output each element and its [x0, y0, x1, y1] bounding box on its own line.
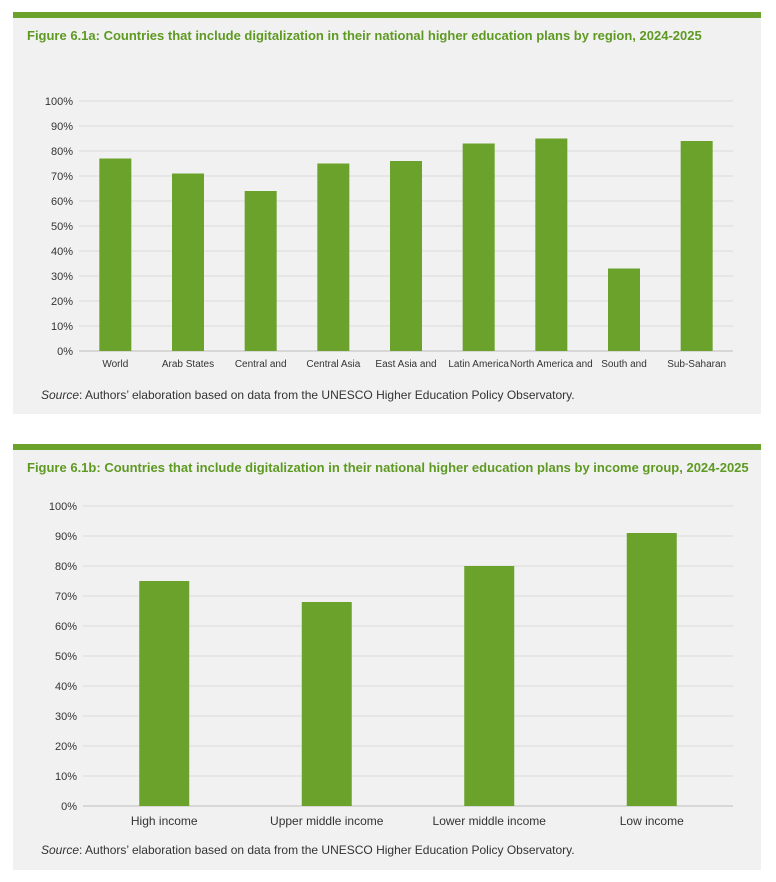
x-tick-label: World	[102, 359, 128, 368]
x-tick-label: East Asia andthe Pacific	[375, 359, 436, 368]
bar	[680, 141, 713, 351]
y-tick-label: 20%	[51, 296, 73, 308]
bar	[626, 533, 677, 806]
y-tick-label: 10%	[51, 321, 73, 333]
bar	[244, 191, 277, 351]
y-tick-label: 80%	[55, 561, 77, 573]
bar	[390, 161, 422, 351]
source-note-a: Source: Authors’ elaboration based on da…	[41, 388, 575, 402]
bar	[462, 143, 495, 351]
x-tick-label-line: High income	[131, 814, 198, 828]
x-tick-label-line: Central Asia	[306, 359, 360, 368]
y-tick-label: 100%	[49, 501, 77, 513]
y-tick-label: 80%	[51, 146, 73, 158]
bar	[172, 173, 204, 351]
x-tick-label-line: Arab States	[162, 359, 214, 368]
chart-title-text: Countries that include digitalization in…	[104, 460, 749, 475]
y-tick-label: 0%	[57, 346, 73, 358]
y-tick-label: 90%	[51, 121, 73, 133]
bar	[139, 581, 190, 806]
x-tick-label-line: South and	[601, 359, 647, 368]
x-tick-label-line: East Asia and	[375, 359, 436, 368]
x-tick-label: Arab States	[162, 359, 214, 368]
y-tick-label: 30%	[55, 711, 77, 723]
x-tick-label-line: Low income	[620, 814, 684, 828]
source-text: : Authors’ elaboration based on data fro…	[79, 388, 575, 402]
chart-title-text: Countries that include digitalization in…	[103, 28, 702, 43]
chart-title-number: Figure 6.1a:	[27, 28, 100, 43]
x-tick-label: Central andEastern Europe	[226, 359, 296, 368]
x-tick-label: Low income	[620, 814, 684, 828]
bar-chart-region: 0% 10% 20% 30% 40% 50% 60% 70% 80% 90% 100% World Ar…	[45, 96, 733, 368]
figure-panel-b: Figure 6.1b: Countries that include digi…	[13, 444, 761, 870]
x-tick-label-line: Latin America	[448, 359, 509, 368]
x-tick-label: Sub-SaharanAfrica	[667, 359, 726, 368]
bar	[301, 602, 352, 806]
chart-title-a: Figure 6.1a: Countries that include digi…	[27, 28, 702, 43]
y-tick-label: 70%	[55, 591, 77, 603]
bar-chart-income: 0% 10% 20% 30% 40% 50% 60% 70% 80% 90% 100% High in…	[49, 501, 733, 828]
x-tick-label: High income	[131, 814, 198, 828]
bar	[608, 268, 640, 351]
y-tick-label: 50%	[55, 651, 77, 663]
y-tick-label: 100%	[45, 96, 73, 108]
y-tick-label: 60%	[51, 196, 73, 208]
y-tick-label: 40%	[55, 681, 77, 693]
y-tick-label: 30%	[51, 271, 73, 283]
x-tick-label-line: Sub-Saharan	[667, 359, 726, 368]
bar	[464, 566, 515, 806]
x-tick-label: Central Asia	[306, 359, 360, 368]
y-tick-label: 90%	[55, 531, 77, 543]
source-note-b: Source: Authors’ elaboration based on da…	[41, 843, 575, 857]
chart-title-number: Figure 6.1b:	[27, 460, 101, 475]
bar	[99, 158, 132, 351]
bar	[535, 138, 568, 351]
y-tick-label: 50%	[51, 221, 73, 233]
x-tick-label: North America andWestern Europe	[510, 359, 593, 368]
bar	[317, 163, 350, 351]
x-tick-label-line: World	[102, 359, 128, 368]
x-tick-label: Lower middle income	[433, 814, 547, 828]
x-tick-label-line: Upper middle income	[270, 814, 384, 828]
source-label: Source	[41, 843, 80, 857]
x-tick-label: Upper middle income	[270, 814, 384, 828]
source-label: Source	[41, 388, 80, 402]
y-tick-label: 40%	[51, 246, 73, 258]
y-tick-label: 70%	[51, 171, 73, 183]
y-tick-label: 10%	[55, 771, 77, 783]
source-text: : Authors’ elaboration based on data fro…	[79, 843, 575, 857]
y-tick-label: 0%	[61, 801, 77, 813]
x-tick-label: South andWest Asia	[601, 359, 647, 368]
x-tick-label-line: North America and	[510, 359, 593, 368]
y-tick-label: 20%	[55, 741, 77, 753]
x-tick-label-line: Central and	[235, 359, 287, 368]
chart-title-b: Figure 6.1b: Countries that include digi…	[27, 460, 749, 475]
figure-panel-a: Figure 6.1a: Countries that include digi…	[13, 12, 761, 414]
x-tick-label-line: Lower middle income	[433, 814, 547, 828]
y-tick-label: 60%	[55, 621, 77, 633]
